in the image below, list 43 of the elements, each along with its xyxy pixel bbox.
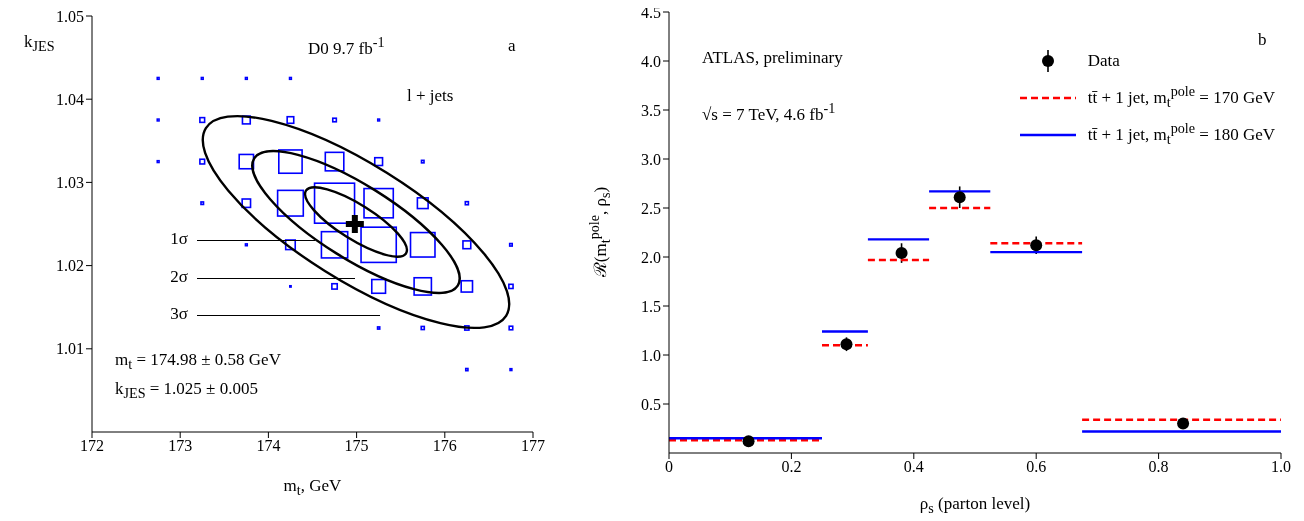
y-tick-label: 1.0 <box>641 346 661 364</box>
annotation: b <box>1258 30 1267 50</box>
annotation: m$_{t}$ = 174.98 ± 0.58 GeV <box>115 350 281 374</box>
x-tick-label: 177 <box>521 437 545 455</box>
y-tick-label: 1.02 <box>56 257 84 275</box>
x-axis-title: ρ$_{s}$ (parton level) <box>918 494 1032 518</box>
y-tick-label: 2.5 <box>641 199 661 217</box>
y-tick-label: 2.0 <box>641 248 661 266</box>
annotation: 1σ <box>170 229 188 249</box>
x-tick-label: 176 <box>432 437 457 455</box>
annotation: 3σ <box>170 304 188 324</box>
annotation: a <box>508 36 516 56</box>
annotation: l + jets <box>407 86 454 106</box>
x-tick-label: 175 <box>344 437 369 455</box>
x-tick-label: 174 <box>256 437 281 455</box>
legend-label: Data <box>1087 50 1120 71</box>
x-tick-label: 1.0 <box>1271 458 1291 476</box>
y-tick-label: 4.0 <box>641 52 661 70</box>
y-tick-label: 1.03 <box>56 174 84 192</box>
x-tick-label: 0.6 <box>1026 458 1047 476</box>
y-axis-title: k$_{JES}$ <box>24 32 55 56</box>
x-tick-label: 173 <box>168 437 193 455</box>
y-tick-label: 0.5 <box>641 395 661 413</box>
annotation: 2σ <box>170 267 188 287</box>
legend-label: tt̄ + 1 jet, m$_{t}$$^{pole}$ = 170 GeV <box>1087 83 1275 112</box>
y-tick-label: 1.5 <box>641 297 661 315</box>
x-tick-label: 0.4 <box>903 458 924 476</box>
annotation: k$_{JES}$ = 1.025 ± 0.005 <box>115 379 258 403</box>
y-tick-label: 3.0 <box>641 150 661 168</box>
x-axis-title: m$_{t}$, GeV <box>282 476 343 500</box>
y-tick-label: 4.5 <box>641 3 661 21</box>
y-tick-label: 1.04 <box>56 90 84 108</box>
y-tick-label: 1.05 <box>56 7 84 25</box>
x-tick-label: 0.8 <box>1148 458 1169 476</box>
annotation: D0 9.7 fb$^{-1}$ <box>308 34 385 59</box>
y-tick-label: 1.01 <box>56 340 84 358</box>
x-tick-label: 0.2 <box>781 458 802 476</box>
x-tick-label: 172 <box>80 437 104 455</box>
legend-label: tt̄ + 1 jet, m$_{t}$$^{pole}$ = 180 GeV <box>1087 120 1275 149</box>
y-tick-label: 3.5 <box>641 101 661 119</box>
annotation: ATLAS, preliminary <box>702 48 843 68</box>
annotation: √s = 7 TeV, 4.6 fb$^{-1}$ <box>702 100 836 125</box>
x-tick-label: 0 <box>665 458 673 476</box>
